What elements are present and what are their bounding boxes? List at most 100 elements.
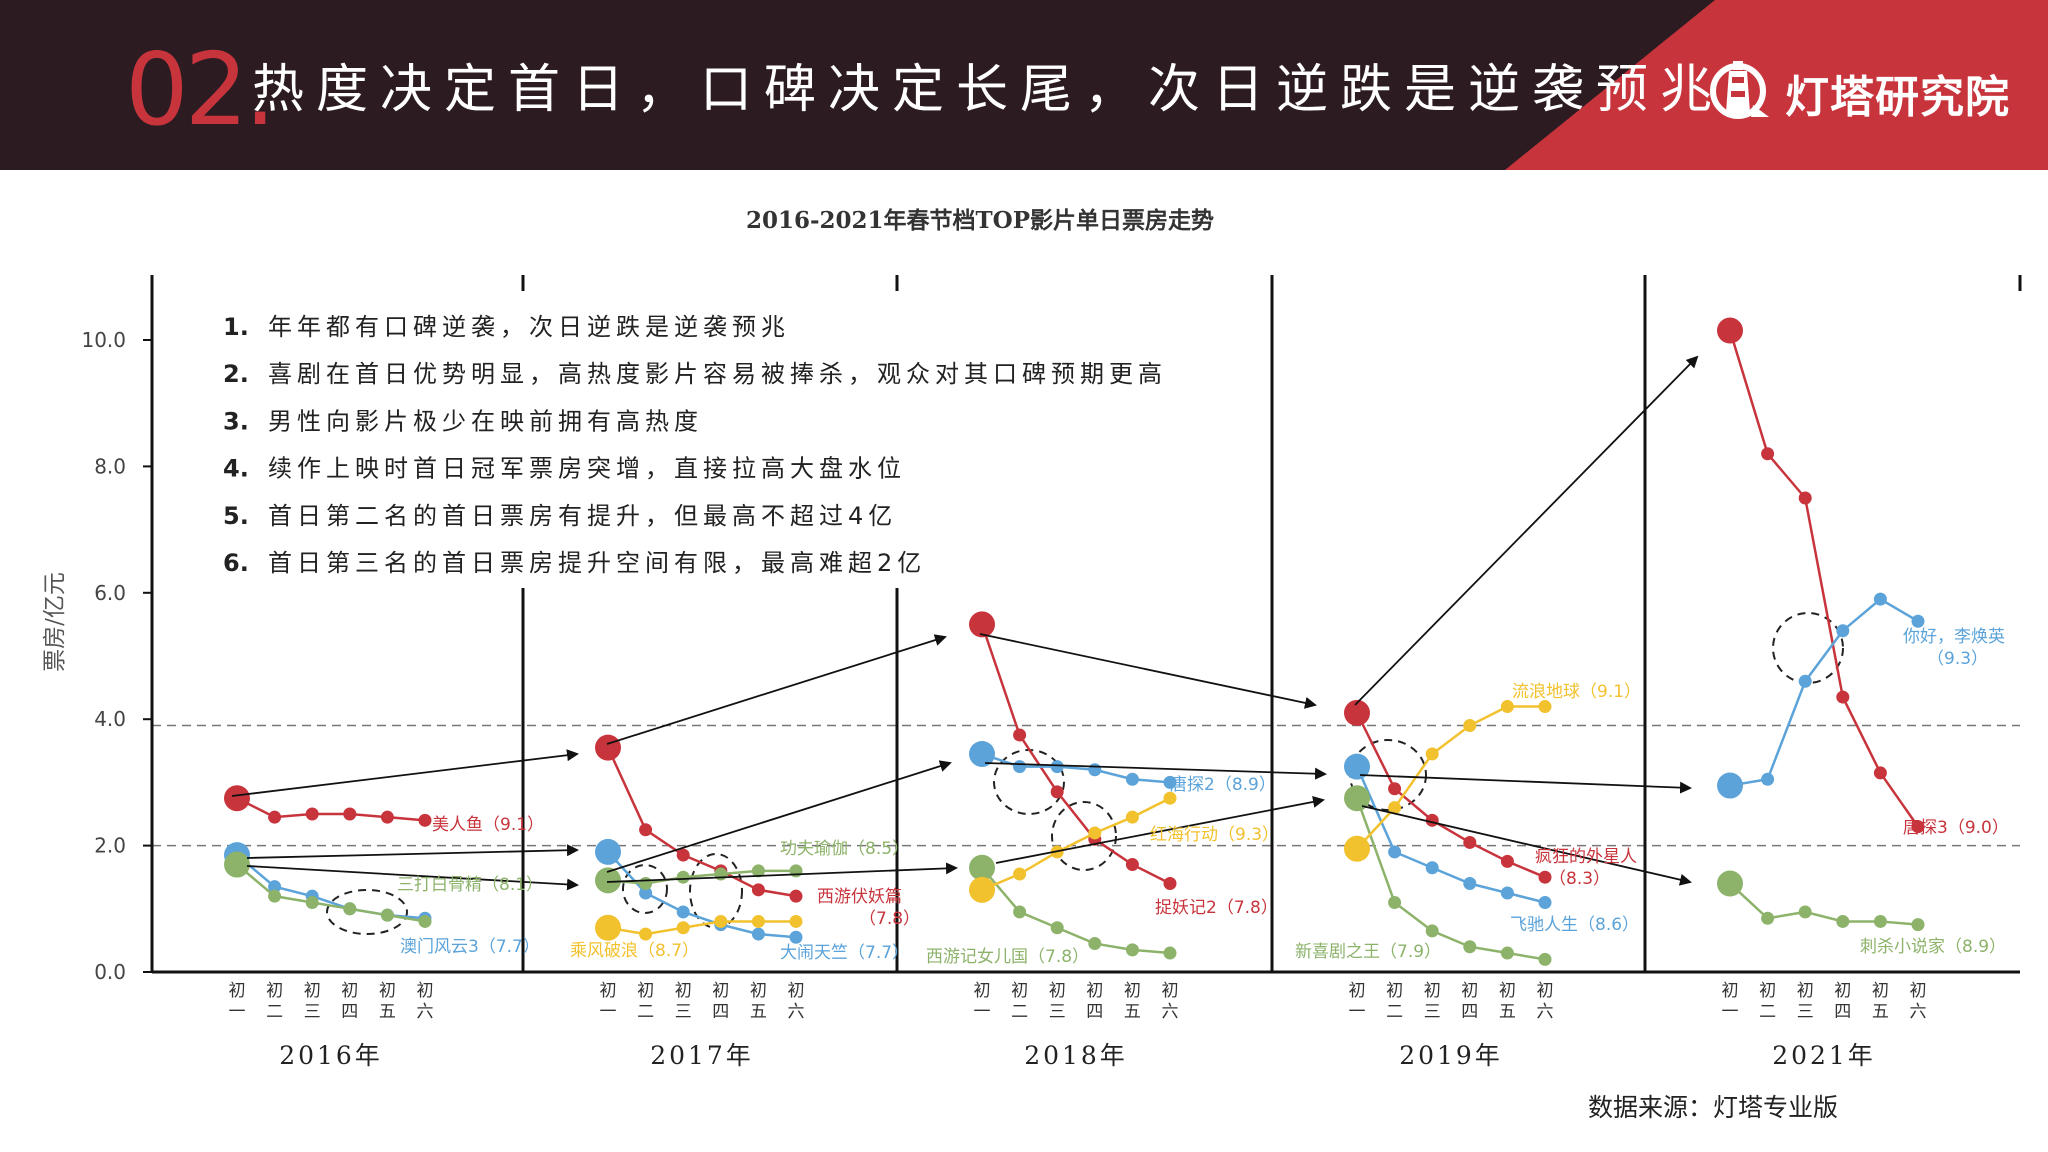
day-label: 五 — [1499, 1002, 1516, 1022]
day-label: 初 — [712, 981, 729, 1001]
day-label: 初 — [1872, 981, 1889, 1001]
highlight-circle — [622, 864, 668, 914]
highlight-circle — [993, 749, 1065, 815]
data-point — [639, 877, 653, 891]
series-label: 唐探3（9.0） — [1903, 817, 2009, 838]
data-point — [1538, 895, 1552, 909]
data-point — [1463, 877, 1477, 891]
insight-notes: 1. 年年都有口碑逆袭，次日逆跌是逆袭预兆 2. 喜剧在首日优势明显，高热度影片容易被… — [223, 313, 1167, 577]
series-label: 捉妖记2（7.8） — [1155, 898, 1278, 918]
series-label: 飞驰人生（8.6） — [1510, 915, 1639, 935]
year-label: 2017年 — [650, 1041, 754, 1070]
data-point — [751, 927, 765, 941]
y-tick-label: 4.0 — [94, 707, 126, 731]
data-point — [1388, 895, 1402, 909]
brand: 灯塔研究院 — [1705, 55, 2009, 125]
data-point — [1388, 845, 1402, 859]
day-label: 初 — [1722, 981, 1739, 1001]
data-point — [1388, 782, 1402, 796]
data-point — [1050, 760, 1064, 774]
data-point — [595, 914, 621, 941]
data-point — [1088, 826, 1102, 840]
day-label: 四 — [1086, 1002, 1103, 1022]
day-label: 二 — [637, 1002, 654, 1022]
trend-arrow — [1359, 774, 1692, 794]
data-point — [969, 740, 995, 767]
day-label: 初 — [1086, 981, 1103, 1001]
series-line — [236, 797, 426, 822]
day-label: 四 — [1461, 1002, 1478, 1022]
data-point — [1836, 624, 1850, 638]
y-axis-label: 票房/亿元 — [42, 572, 68, 672]
day-label: 初 — [229, 981, 246, 1001]
day-label: 初 — [1049, 981, 1066, 1001]
data-point — [1163, 946, 1177, 960]
day-label: 六 — [1910, 1002, 1927, 1022]
trend-arrow — [231, 749, 579, 797]
data-point — [1500, 886, 1514, 900]
day-label: 三 — [675, 1002, 692, 1022]
data-point — [1717, 772, 1743, 799]
day-label: 初 — [1461, 981, 1478, 1001]
day-label: 六 — [1162, 1002, 1179, 1022]
series-label: 功夫瑜伽（8.5） — [780, 839, 909, 859]
year-label: 2018年 — [1024, 1041, 1128, 1070]
day-label: 初 — [1834, 981, 1851, 1001]
data-point — [1088, 763, 1102, 777]
trend-arrow — [246, 865, 579, 891]
highlight-circle — [326, 889, 408, 935]
series-lines — [224, 317, 1925, 966]
data-point — [268, 889, 282, 903]
data-point — [1500, 854, 1514, 868]
data-point — [751, 864, 765, 878]
data-point — [1050, 785, 1064, 799]
data-point — [751, 914, 765, 928]
year-label: 2021年 — [1772, 1041, 1876, 1070]
day-label: 三 — [1424, 1002, 1441, 1022]
y-tick-label: 6.0 — [94, 581, 126, 605]
data-point — [343, 807, 357, 821]
series-labels: 美人鱼（9.1） 澳门风云3（7.7） 三打白骨精（8.1） 西游伏妖篇（7.8） 大闹… — [397, 627, 2009, 967]
x-axis-year-labels: 2016年 2017年 2018年 2019年 2021年 — [279, 1041, 1876, 1070]
data-point — [595, 867, 621, 894]
data-point — [1873, 914, 1887, 928]
data-point — [1538, 870, 1552, 884]
data-point — [1013, 760, 1027, 774]
data-point — [1911, 614, 1925, 628]
note-text: 年年都有口碑逆袭，次日逆跌是逆袭预兆 — [268, 313, 790, 341]
day-label: 初 — [417, 981, 434, 1001]
data-point — [639, 927, 653, 941]
series-line — [606, 747, 797, 898]
day-label: 六 — [1537, 1002, 1554, 1022]
data-point — [1163, 791, 1177, 805]
data-point — [1798, 905, 1812, 919]
data-point — [305, 807, 319, 821]
data-point — [1761, 772, 1775, 786]
series-line — [1355, 766, 1546, 904]
data-point — [1163, 877, 1177, 891]
day-label: 初 — [1499, 981, 1516, 1001]
data-point — [418, 813, 432, 827]
data-point — [1125, 943, 1139, 957]
series-line — [981, 797, 1171, 891]
series-label: 疯狂的外星人 — [1535, 847, 1637, 867]
data-point — [224, 851, 250, 878]
data-point — [1761, 447, 1775, 461]
data-point — [380, 810, 394, 824]
note-text: 喜剧在首日优势明显，高热度影片容易被捧杀，观众对其口碑预期更高 — [268, 360, 1167, 388]
day-label: 二 — [1759, 1002, 1776, 1022]
data-point — [595, 838, 621, 865]
y-tick-label: 8.0 — [94, 454, 126, 478]
data-point — [751, 883, 765, 897]
highlight-circle — [1051, 801, 1117, 871]
day-label: 初 — [1011, 981, 1028, 1001]
series-label: 唐探2（8.9） — [1170, 774, 1276, 795]
data-point — [1500, 700, 1514, 714]
series-label: 刺杀小说家（8.9） — [1860, 937, 2006, 957]
data-point — [224, 785, 250, 812]
brand-name: 灯塔研究院 — [1785, 72, 2010, 123]
note-text: 续作上映时首日冠军票房突增，直接拉高大盘水位 — [268, 455, 906, 483]
day-label: 初 — [266, 981, 283, 1001]
y-tick-label: 0.0 — [94, 960, 126, 984]
